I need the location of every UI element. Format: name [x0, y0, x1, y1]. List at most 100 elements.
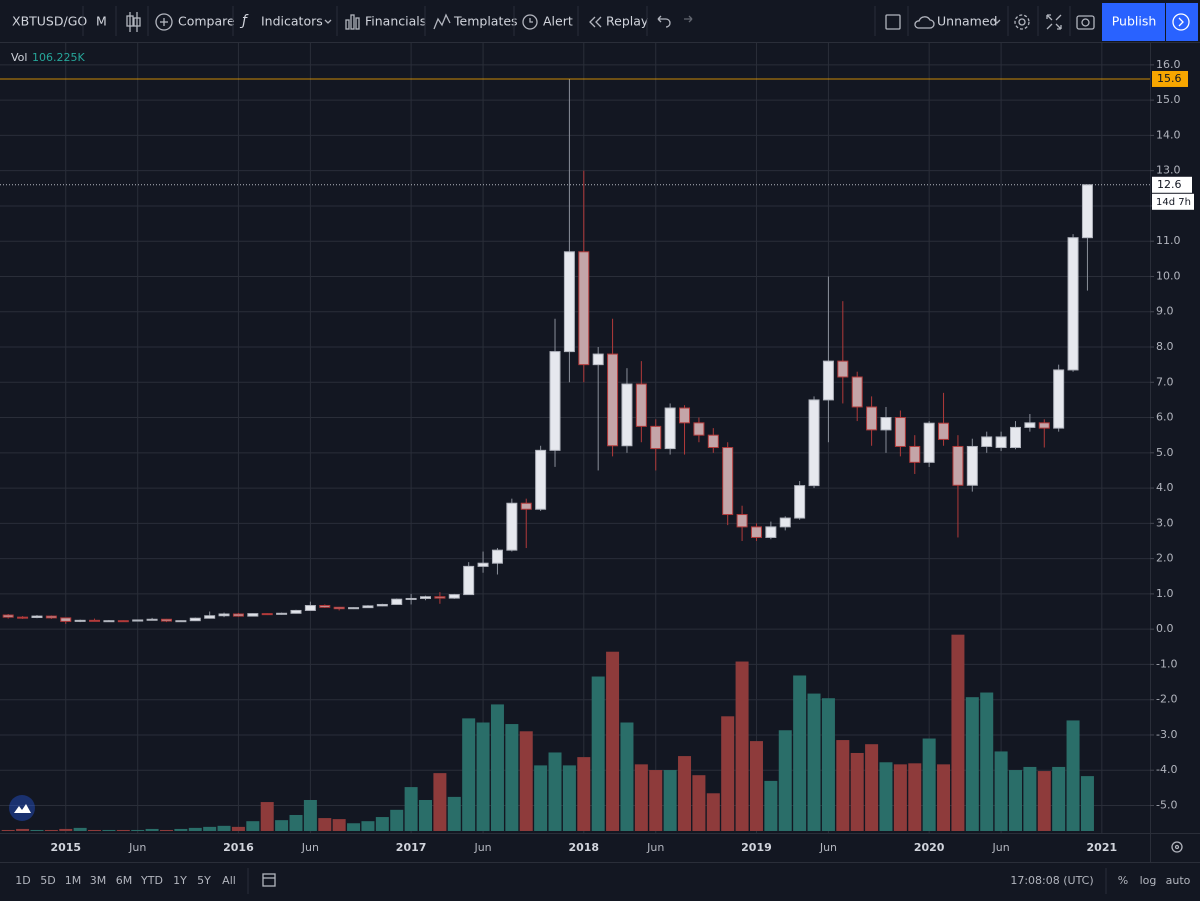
volume-bar — [73, 827, 87, 831]
logo[interactable] — [9, 795, 35, 821]
log-toggle[interactable]: log — [1140, 874, 1157, 887]
indicators-icon[interactable]: ƒ — [239, 13, 249, 29]
candle-body — [175, 620, 187, 623]
volume-bar — [678, 756, 692, 831]
volume-bar — [865, 744, 879, 831]
volume-bar — [937, 764, 951, 831]
symbol[interactable]: XBTUSD/GO — [12, 14, 87, 29]
fullscreen-button[interactable] — [1046, 14, 1062, 30]
compare-button[interactable]: Compare — [178, 14, 235, 29]
candle-body — [650, 425, 662, 450]
volume-bar — [419, 800, 433, 831]
candle-body — [880, 417, 892, 431]
x-tick-label: Jun — [819, 841, 837, 854]
range-button[interactable]: All — [222, 874, 236, 887]
candle-body — [204, 615, 216, 619]
range-button[interactable]: 5D — [40, 874, 55, 887]
candle-body — [391, 598, 403, 605]
countdown-label: 14d 7h — [1156, 197, 1191, 208]
settings-button[interactable] — [1014, 14, 1030, 30]
volume-bar — [332, 819, 346, 831]
percent-toggle[interactable]: % — [1118, 874, 1128, 887]
range-button[interactable]: 5Y — [197, 874, 211, 887]
x-tick-label: Jun — [301, 841, 319, 854]
chevron[interactable] — [993, 19, 1001, 24]
volume-bar — [821, 698, 835, 831]
chart-layer — [0, 43, 1150, 833]
candle-body — [563, 251, 575, 353]
y-tick-label: 2.0 — [1156, 552, 1174, 565]
candle-body — [722, 447, 734, 516]
chevron[interactable] — [324, 19, 332, 24]
volume-bar — [447, 796, 461, 831]
volume-bar — [1080, 776, 1094, 831]
candle-body — [247, 613, 259, 617]
volume-bar — [145, 828, 159, 831]
axis-settings[interactable] — [1171, 841, 1183, 853]
publish-label[interactable]: Publish — [1112, 14, 1157, 29]
chart-type-button[interactable] — [126, 12, 141, 32]
high-badge — [1152, 70, 1188, 87]
candle-body — [333, 606, 345, 610]
cloud-icon[interactable] — [914, 16, 935, 29]
volume-bar — [347, 823, 361, 831]
financials-icon[interactable] — [345, 14, 360, 30]
volume-legend-name: Vol — [11, 51, 27, 64]
replay-button[interactable]: Replay — [606, 14, 649, 29]
interval[interactable]: M — [96, 14, 107, 29]
candle-body — [938, 422, 950, 440]
play-icon[interactable] — [1172, 13, 1190, 31]
date-range-button[interactable] — [262, 873, 276, 887]
volume-bar — [462, 718, 476, 831]
volume-bar — [102, 829, 116, 831]
candle-body — [376, 603, 388, 607]
candle-body — [362, 605, 374, 609]
range-button[interactable]: 1Y — [173, 874, 187, 887]
candle-body — [132, 619, 144, 622]
y-tick-label: 11.0 — [1156, 234, 1181, 247]
redo-button[interactable] — [684, 15, 693, 23]
volume-bar — [289, 814, 303, 831]
templates-button[interactable]: Templates — [453, 14, 518, 29]
compare-icon[interactable] — [155, 13, 173, 31]
templates-icon[interactable] — [433, 13, 451, 30]
y-tick-label: -2.0 — [1156, 693, 1177, 706]
y-tick-label: 3.0 — [1156, 516, 1174, 529]
candle-body — [117, 620, 129, 623]
publish-menu[interactable] — [1166, 3, 1198, 41]
volume-bar — [361, 821, 375, 831]
volume-bar — [735, 661, 749, 831]
x-tick-label: 2019 — [741, 841, 772, 854]
layout-name[interactable]: Unnamed — [937, 14, 997, 29]
publish-button[interactable] — [1102, 3, 1165, 41]
auto-toggle[interactable]: auto — [1166, 874, 1191, 887]
last-price-badge — [1152, 176, 1192, 193]
candle-body — [189, 617, 201, 622]
volume-bar — [692, 775, 706, 831]
volume-bar — [534, 765, 548, 831]
volume-bar — [606, 651, 620, 831]
select-button[interactable] — [885, 14, 901, 30]
indicators-button[interactable]: Indicators — [261, 14, 323, 29]
candle-body — [621, 383, 633, 447]
undo-button[interactable] — [657, 15, 671, 28]
alert-icon[interactable] — [522, 14, 538, 30]
range-button[interactable]: 1D — [15, 874, 30, 887]
alert-button[interactable]: Alert — [543, 14, 573, 29]
range-button[interactable]: 6M — [116, 874, 133, 887]
candle-body — [1067, 237, 1079, 371]
financials-button[interactable]: Financials — [365, 14, 426, 29]
range-button[interactable]: 1M — [65, 874, 82, 887]
candle-body — [1081, 184, 1093, 239]
clock[interactable]: 17:08:08 (UTC) — [1010, 874, 1093, 887]
volume-bar — [807, 693, 821, 831]
range-button[interactable]: YTD — [140, 874, 163, 887]
volume-bar — [433, 773, 447, 831]
range-button[interactable]: 3M — [90, 874, 107, 887]
volume-bar — [16, 828, 30, 831]
y-tick-label: -1.0 — [1156, 657, 1177, 670]
candle-body — [779, 517, 791, 528]
snapshot-button[interactable] — [1076, 15, 1095, 30]
replay-icon[interactable] — [589, 16, 602, 28]
candle-body — [952, 445, 964, 486]
